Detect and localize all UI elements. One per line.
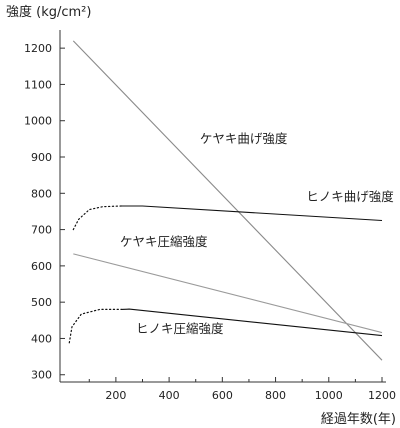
series-line-1 — [121, 205, 383, 222]
y-tick-label: 300 — [31, 369, 52, 382]
y-axis-title: 強度 (kg/cm²) — [6, 4, 91, 20]
series-line-2 — [73, 253, 383, 334]
series-label: ヒノキ圧縮強度 — [136, 321, 224, 336]
x-axis-title: 経過年数(年) — [321, 412, 396, 427]
x-ticks: 200 400 600 800 1000 1200 — [88, 377, 396, 402]
x-tick-label: 1200 — [368, 389, 396, 402]
series-label: ケヤキ圧縮強度 — [120, 234, 208, 249]
x-tick-label: 1000 — [315, 389, 343, 402]
x-tick-label: 200 — [105, 389, 126, 402]
y-ticks: 300 400 500 600 700 800 900 1000 1100 1200 — [24, 42, 65, 382]
x-tick-label: 800 — [265, 389, 286, 402]
y-tick-label: 1100 — [24, 78, 52, 91]
y-tick-label: 800 — [31, 187, 52, 200]
y-tick-label: 400 — [31, 332, 52, 345]
y-tick-label: 1200 — [24, 42, 52, 55]
series-dotted-1 — [72, 205, 122, 231]
y-tick-label: 900 — [31, 151, 52, 164]
y-tick-label: 700 — [31, 224, 52, 237]
y-tick-label: 600 — [31, 260, 52, 273]
series-line-3 — [121, 308, 383, 337]
axes — [59, 30, 386, 383]
y-tick-label: 1000 — [24, 115, 52, 128]
x-tick-label: 600 — [212, 389, 233, 402]
series-line-0 — [72, 40, 383, 361]
series-lines — [68, 40, 383, 361]
y-tick-label: 500 — [31, 296, 52, 309]
series-dotted-3 — [68, 308, 122, 344]
x-tick-label: 400 — [159, 389, 180, 402]
series-label: ケヤキ曲げ強度 — [200, 131, 288, 146]
series-label: ヒノキ曲げ強度 — [306, 189, 394, 204]
